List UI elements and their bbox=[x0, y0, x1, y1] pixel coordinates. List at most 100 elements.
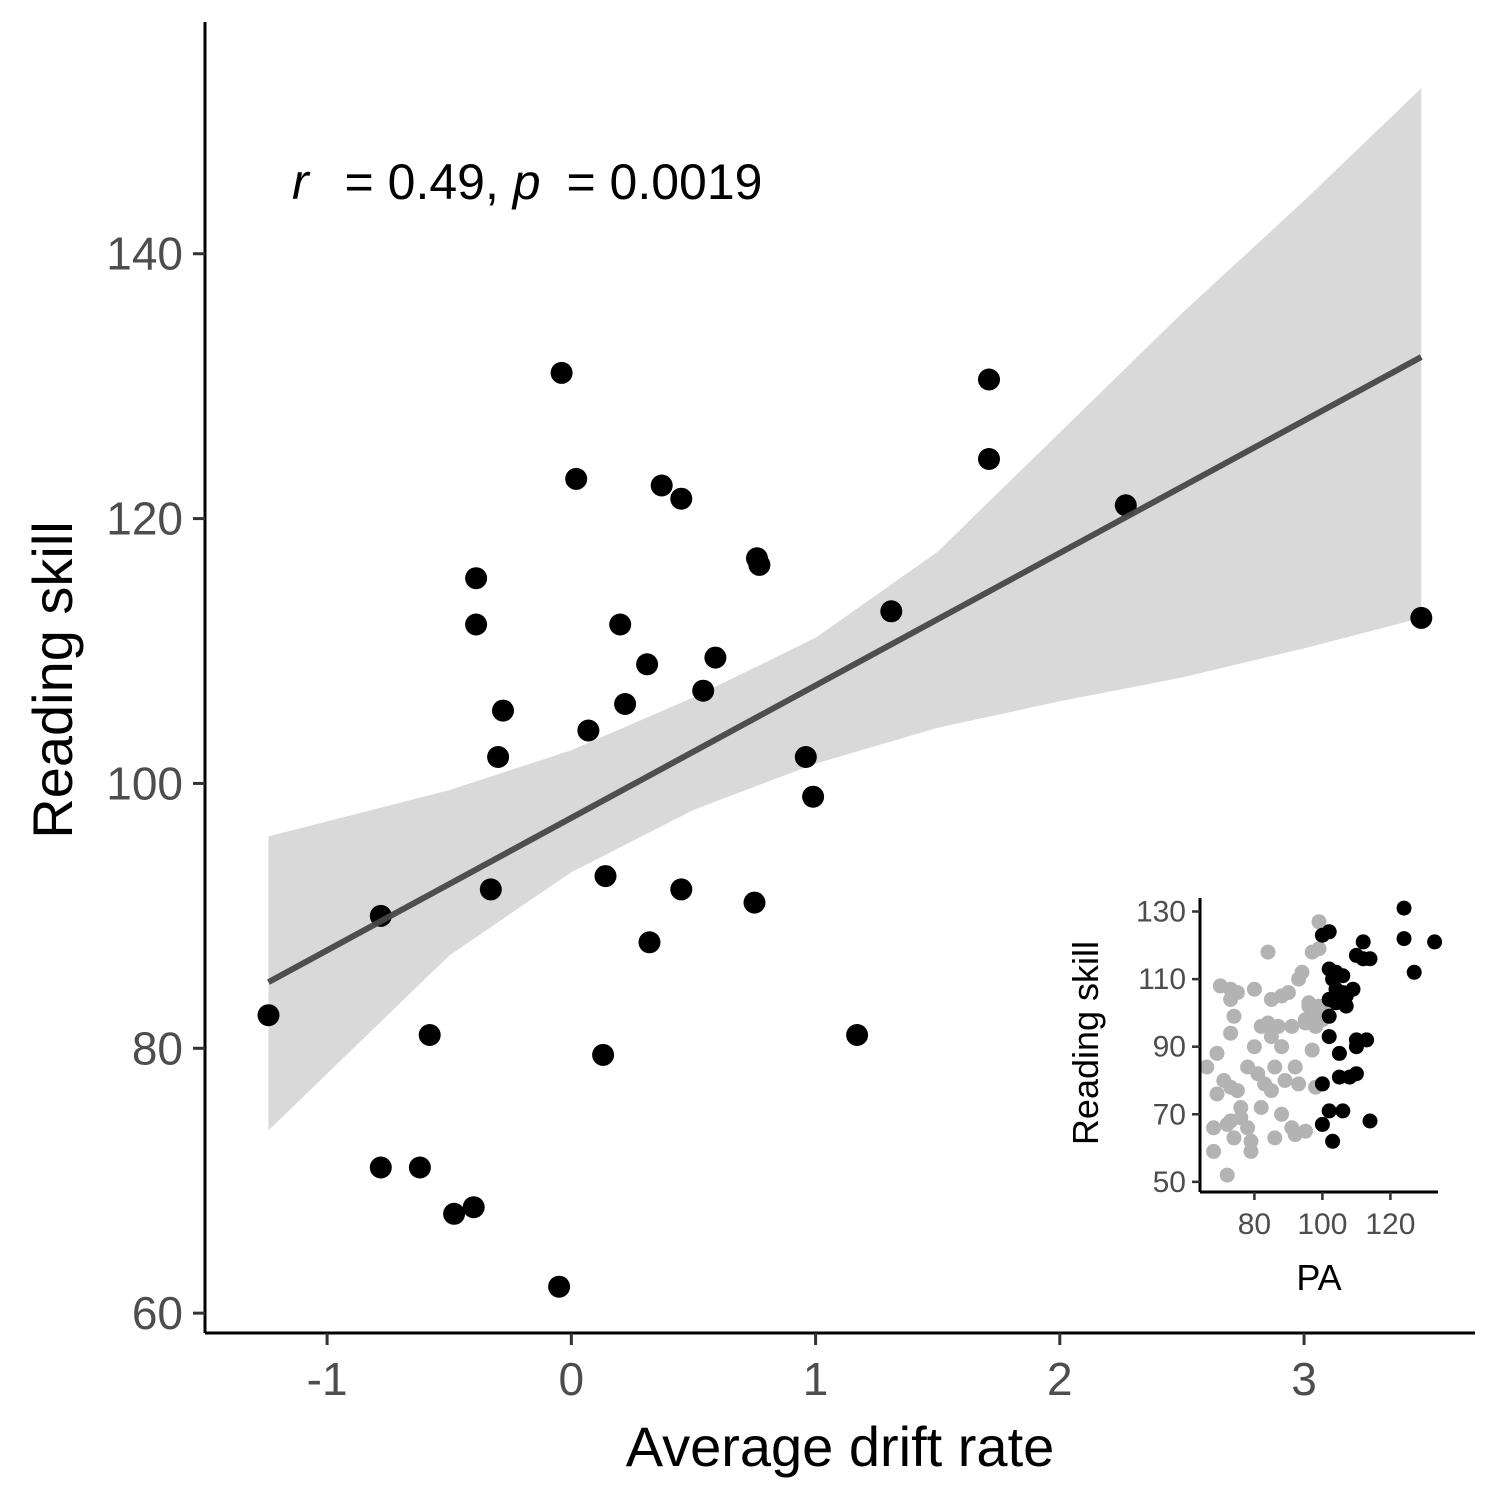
data-point bbox=[408, 1156, 431, 1179]
data-point bbox=[592, 1043, 615, 1066]
inset-gray-point bbox=[1280, 985, 1296, 1001]
data-point bbox=[670, 878, 693, 901]
r-symbol: r bbox=[292, 154, 311, 210]
inset-gray-point bbox=[1229, 1083, 1245, 1099]
data-point bbox=[594, 865, 617, 888]
x-tick-label: 1 bbox=[803, 1353, 829, 1405]
inset-gray-point bbox=[1297, 1123, 1313, 1139]
data-point bbox=[492, 699, 514, 722]
inset-gray-point bbox=[1223, 1025, 1239, 1041]
inset-x-tick-label: 80 bbox=[1238, 1208, 1271, 1241]
data-point bbox=[650, 474, 673, 497]
inset-gray-point bbox=[1274, 1106, 1290, 1122]
inset-y-tick-label: 130 bbox=[1136, 896, 1186, 929]
inset-gray-point bbox=[1243, 1143, 1259, 1159]
inset-gray-point bbox=[1229, 985, 1245, 1001]
inset-y-axis-ticks: 50 70 90 110 130 bbox=[1136, 896, 1200, 1199]
inset-y-tick-label: 50 bbox=[1153, 1166, 1186, 1199]
p-value-text: = 0.0019 bbox=[553, 154, 763, 210]
x-tick-label: -1 bbox=[307, 1353, 348, 1405]
inset-y-axis-title: Reading skill bbox=[1065, 941, 1106, 1145]
inset-gray-point bbox=[1270, 1018, 1286, 1034]
inset-x-axis-title: PA bbox=[1296, 1257, 1341, 1298]
y-tick-label: 140 bbox=[106, 228, 183, 280]
data-point bbox=[794, 746, 817, 768]
x-tick-label: 3 bbox=[1291, 1353, 1317, 1405]
inset-gray-point bbox=[1267, 1130, 1283, 1146]
inset-gray-point bbox=[1287, 1059, 1303, 1075]
y-axis-ticks: 60 80 100 120 140 bbox=[106, 228, 205, 1339]
inset-gray-point bbox=[1311, 941, 1327, 957]
data-point bbox=[577, 719, 600, 742]
data-point bbox=[978, 448, 1000, 470]
inset-black-point bbox=[1355, 934, 1371, 950]
data-point bbox=[636, 653, 659, 676]
data-point bbox=[704, 646, 727, 669]
data-point bbox=[638, 931, 661, 954]
data-point bbox=[465, 613, 488, 636]
inset-x-tick-label: 100 bbox=[1297, 1208, 1347, 1241]
data-point bbox=[846, 1024, 869, 1046]
inset-gray-point bbox=[1277, 1073, 1293, 1088]
inset-gray-point bbox=[1206, 1143, 1222, 1159]
inset-black-point bbox=[1321, 1029, 1337, 1045]
inset-black-point bbox=[1345, 981, 1361, 997]
inset-gray-point bbox=[1260, 944, 1276, 960]
data-point bbox=[443, 1202, 466, 1225]
inset-y-tick-label: 110 bbox=[1138, 963, 1186, 996]
inset-black-point bbox=[1335, 1103, 1351, 1119]
inset-black-point bbox=[1359, 1032, 1375, 1048]
data-point bbox=[670, 487, 693, 510]
inset-gray-point bbox=[1304, 1042, 1320, 1058]
inset-gray-point bbox=[1226, 1130, 1242, 1146]
data-point bbox=[1410, 606, 1433, 629]
inset-black-point bbox=[1362, 951, 1378, 967]
inset-black-point bbox=[1314, 1076, 1330, 1092]
correlation-annotation: r = 0.49, p = 0.0019 bbox=[292, 154, 762, 210]
inset-black-point bbox=[1335, 968, 1351, 984]
inset-gray-point bbox=[1219, 1167, 1235, 1183]
data-point bbox=[614, 693, 637, 715]
inset-black-point bbox=[1325, 1133, 1341, 1149]
data-point bbox=[369, 1156, 392, 1179]
inset-black-point bbox=[1321, 1103, 1337, 1119]
inset-gray-point bbox=[1199, 1059, 1215, 1075]
data-point bbox=[479, 878, 502, 901]
inset-gray-point bbox=[1246, 981, 1262, 997]
data-point bbox=[802, 785, 825, 808]
data-point bbox=[465, 567, 488, 590]
x-axis-ticks: -1 0 1 2 3 bbox=[307, 1333, 1317, 1405]
y-tick-label: 120 bbox=[106, 493, 183, 545]
data-point bbox=[743, 891, 766, 914]
inset-black-point bbox=[1406, 964, 1422, 980]
inset-black-point bbox=[1362, 1113, 1378, 1129]
inset-gray-point bbox=[1253, 1100, 1269, 1115]
inset-x-tick-label: 120 bbox=[1365, 1208, 1415, 1241]
inset-black-point bbox=[1331, 1045, 1347, 1061]
inset-x-axis-ticks: 80 100 120 bbox=[1238, 1192, 1415, 1241]
inset-gray-point bbox=[1291, 1076, 1307, 1092]
y-axis-title: Reading skill bbox=[21, 521, 84, 839]
y-tick-label: 100 bbox=[106, 757, 183, 809]
data-point bbox=[978, 368, 1000, 391]
r-value-text: = 0.49, bbox=[331, 154, 513, 210]
inset-black-point bbox=[1314, 1116, 1330, 1132]
inset-black-point bbox=[1321, 924, 1337, 940]
data-point bbox=[692, 679, 715, 702]
x-axis-title: Average drift rate bbox=[626, 1415, 1055, 1478]
inset-scatter-plot: 80 100 120 50 70 90 110 130 PA Reading skill bbox=[1065, 896, 1443, 1298]
p-symbol: p bbox=[511, 154, 541, 210]
data-point bbox=[418, 1024, 441, 1046]
inset-gray-point bbox=[1209, 1045, 1225, 1061]
data-point bbox=[1114, 494, 1137, 517]
data-point bbox=[609, 613, 632, 636]
data-point bbox=[748, 553, 771, 576]
inset-gray-point bbox=[1311, 914, 1327, 930]
inset-black-point bbox=[1427, 934, 1443, 950]
inset-gray-point bbox=[1246, 1039, 1262, 1055]
data-point bbox=[565, 467, 588, 490]
inset-black-point bbox=[1348, 1066, 1364, 1082]
